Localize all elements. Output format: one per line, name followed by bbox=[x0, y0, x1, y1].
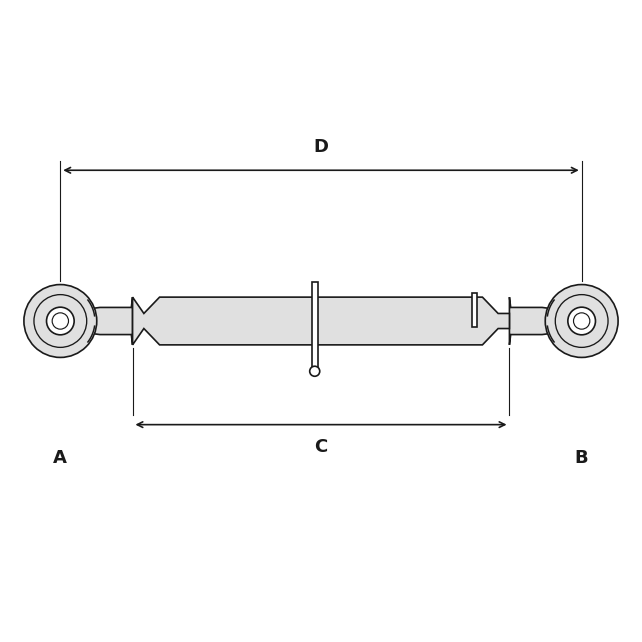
Polygon shape bbox=[510, 297, 551, 345]
Text: C: C bbox=[315, 438, 327, 456]
Circle shape bbox=[309, 366, 320, 376]
Circle shape bbox=[568, 307, 596, 335]
Polygon shape bbox=[91, 297, 132, 345]
Polygon shape bbox=[132, 297, 510, 345]
Circle shape bbox=[46, 307, 74, 335]
Circle shape bbox=[24, 284, 97, 358]
Text: B: B bbox=[575, 449, 589, 467]
Polygon shape bbox=[473, 293, 478, 327]
Text: A: A bbox=[53, 449, 67, 467]
Polygon shape bbox=[311, 282, 318, 371]
Text: D: D bbox=[313, 139, 329, 157]
Circle shape bbox=[545, 284, 618, 358]
